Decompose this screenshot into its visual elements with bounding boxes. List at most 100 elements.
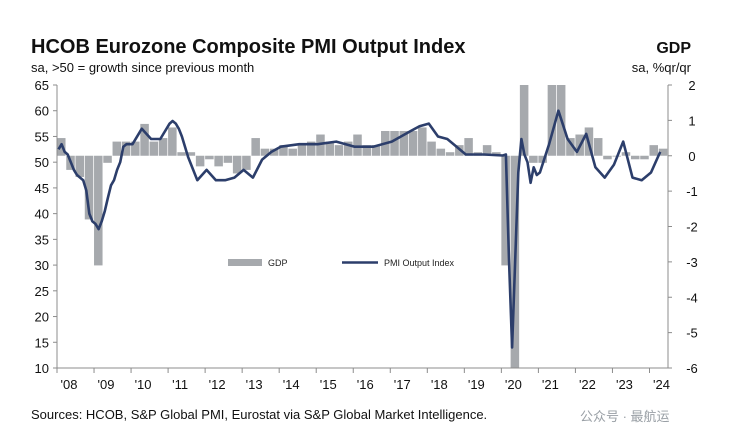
watermark: 公众号 · 最航运 xyxy=(580,409,670,424)
gdp-bar xyxy=(306,141,316,156)
gdp-bar xyxy=(445,152,455,156)
gdp-bar xyxy=(390,130,399,156)
gdp-bar xyxy=(186,152,196,156)
gdp-bar xyxy=(75,155,85,177)
right-axis-subtitle: sa, %qr/qr xyxy=(631,60,691,75)
left-tick-label: 60 xyxy=(35,104,49,119)
gdp-bar xyxy=(84,155,94,220)
gdp-bar xyxy=(371,145,381,156)
gdp-bar xyxy=(566,138,575,156)
gdp-bar xyxy=(140,123,149,156)
x-tick-label: '09 xyxy=(98,377,115,392)
gdp-bar xyxy=(158,138,168,156)
legend-label-pmi: PMI Output Index xyxy=(384,258,455,268)
x-tick-label: '12 xyxy=(209,377,226,392)
gdp-bar xyxy=(501,155,510,266)
gdp-bar xyxy=(242,155,251,170)
x-tick-label: '20 xyxy=(505,377,522,392)
left-tick-label: 15 xyxy=(35,335,49,350)
x-tick-label: '13 xyxy=(246,377,263,392)
x-tick-label: '23 xyxy=(616,377,633,392)
gdp-bar xyxy=(538,155,547,163)
gdp-bar xyxy=(177,152,186,156)
gdp-bar xyxy=(316,134,325,156)
right-tick-label: -4 xyxy=(686,290,698,305)
gdp-bar xyxy=(362,145,372,156)
left-tick-label: 35 xyxy=(35,232,49,247)
source-note: Sources: HCOB, S&P Global PMI, Eurostat … xyxy=(31,407,488,422)
chart-subtitle: sa, >50 = growth since previous month xyxy=(31,60,255,75)
gdp-bar xyxy=(343,141,353,156)
x-tick-label: '17 xyxy=(394,377,411,392)
right-tick-label: -1 xyxy=(686,184,698,199)
gdp-bar xyxy=(630,155,640,160)
gdp-bar xyxy=(427,141,436,156)
gdp-bar xyxy=(121,141,131,156)
gdp-bar xyxy=(334,145,344,156)
left-tick-label: 40 xyxy=(35,207,49,222)
x-tick-label: '18 xyxy=(431,377,448,392)
gdp-bar xyxy=(223,155,233,163)
x-tick-label: '22 xyxy=(579,377,596,392)
gdp-bar xyxy=(408,130,418,156)
gdp-bar xyxy=(214,155,223,167)
gdp-bar xyxy=(149,141,159,156)
pmi-line xyxy=(57,109,662,349)
right-tick-label: -6 xyxy=(686,361,698,376)
legend-swatch-gdp xyxy=(228,259,262,266)
x-tick-label: '19 xyxy=(468,377,485,392)
left-tick-label: 20 xyxy=(35,310,49,325)
left-tick-label: 25 xyxy=(35,284,49,299)
gdp-bar xyxy=(658,148,668,156)
gdp-bar xyxy=(103,155,112,163)
gdp-bar xyxy=(519,85,529,156)
right-tick-label: -5 xyxy=(686,326,698,341)
gdp-bar xyxy=(603,155,612,160)
x-tick-label: '14 xyxy=(283,377,300,392)
x-tick-label: '24 xyxy=(653,377,670,392)
gdp-bar xyxy=(288,148,297,156)
gdp-bar xyxy=(418,127,427,156)
x-tick-label: '10 xyxy=(135,377,152,392)
left-tick-label: 65 xyxy=(35,78,49,93)
x-tick-label: '11 xyxy=(172,377,188,392)
gdp-bar xyxy=(325,141,334,156)
left-tick-label: 50 xyxy=(35,155,49,170)
right-tick-label: 2 xyxy=(688,78,695,93)
gdp-bar xyxy=(547,85,557,156)
gdp-bar xyxy=(112,141,122,156)
x-tick-label: '15 xyxy=(320,377,337,392)
chart-title: HCOB Eurozone Composite PMI Output Index xyxy=(31,36,466,58)
gdp-bar xyxy=(269,148,279,156)
right-tick-label: 1 xyxy=(688,113,695,128)
gdp-bar xyxy=(94,155,103,266)
x-tick-label: '08 xyxy=(61,377,78,392)
left-tick-label: 45 xyxy=(35,181,49,196)
x-tick-label: '21 xyxy=(542,377,559,392)
gdp-bar xyxy=(649,145,659,156)
gdp-bar xyxy=(593,138,603,156)
left-tick-label: 30 xyxy=(35,258,49,273)
gdp-bar xyxy=(399,130,409,156)
gdp-bar xyxy=(436,148,446,156)
legend-label-gdp: GDP xyxy=(268,258,288,268)
gdp-bar xyxy=(640,155,649,160)
gdp-bar xyxy=(260,148,270,156)
left-tick-label: 10 xyxy=(35,361,49,376)
gdp-bar xyxy=(297,145,307,156)
gdp-bar xyxy=(205,155,214,160)
left-tick-label: 55 xyxy=(35,129,49,144)
right-axis-title: GDP xyxy=(656,40,691,57)
gdp-bar xyxy=(529,155,538,163)
right-tick-label: -2 xyxy=(686,220,698,235)
gdp-bar xyxy=(195,155,205,167)
gdp-bar xyxy=(232,155,242,174)
right-tick-label: 0 xyxy=(688,149,695,164)
gdp-bar xyxy=(353,134,362,156)
gdp-bar xyxy=(464,138,473,156)
right-tick-label: -3 xyxy=(686,255,698,270)
gdp-bar xyxy=(279,145,288,156)
x-tick-label: '16 xyxy=(357,377,374,392)
gdp-bar xyxy=(251,138,260,156)
